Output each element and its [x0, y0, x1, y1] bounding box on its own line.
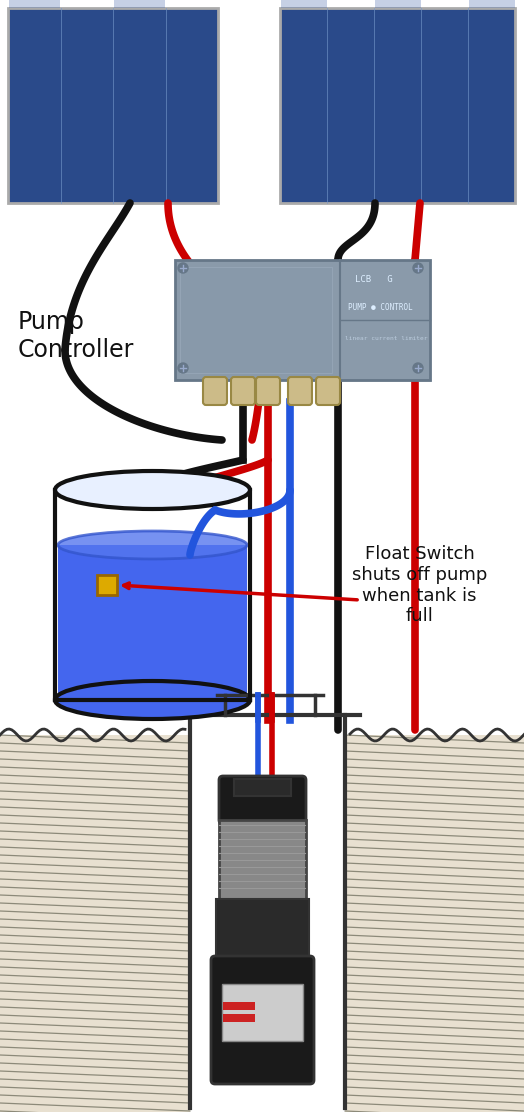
Bar [280, 8, 515, 203]
Circle shape [413, 363, 423, 373]
Bar [97, 575, 117, 595]
Bar [55, 490, 250, 699]
FancyBboxPatch shape [219, 776, 306, 824]
Ellipse shape [55, 681, 250, 719]
FancyBboxPatch shape [231, 377, 255, 405]
Ellipse shape [58, 532, 247, 559]
FancyBboxPatch shape [180, 267, 332, 373]
Bar [280, 0, 326, 8]
FancyBboxPatch shape [219, 820, 306, 900]
Bar [468, 0, 515, 8]
Bar [58, 545, 247, 699]
Text: LCB   G: LCB G [355, 275, 392, 284]
Bar [345, 735, 524, 1112]
Text: linear current limiter: linear current limiter [345, 336, 428, 341]
FancyBboxPatch shape [211, 956, 314, 1084]
Bar [223, 1014, 255, 1022]
FancyBboxPatch shape [222, 984, 303, 1041]
Bar [375, 0, 420, 8]
FancyBboxPatch shape [203, 377, 227, 405]
Bar [8, 8, 218, 203]
Bar [223, 1002, 255, 1010]
FancyBboxPatch shape [288, 377, 312, 405]
Text: Float Switch
shuts off pump
when tank is
full: Float Switch shuts off pump when tank is… [352, 545, 487, 625]
Text: Pump
Controller: Pump Controller [18, 310, 134, 361]
FancyBboxPatch shape [234, 780, 291, 796]
Circle shape [178, 363, 188, 373]
FancyBboxPatch shape [175, 260, 430, 380]
Bar [0, 735, 190, 1112]
FancyBboxPatch shape [316, 377, 340, 405]
Circle shape [178, 264, 188, 274]
Bar [8, 0, 60, 8]
Bar [114, 0, 165, 8]
Ellipse shape [55, 471, 250, 509]
FancyBboxPatch shape [216, 898, 309, 961]
Circle shape [413, 264, 423, 274]
FancyBboxPatch shape [256, 377, 280, 405]
Text: PUMP ● CONTROL: PUMP ● CONTROL [348, 302, 413, 312]
